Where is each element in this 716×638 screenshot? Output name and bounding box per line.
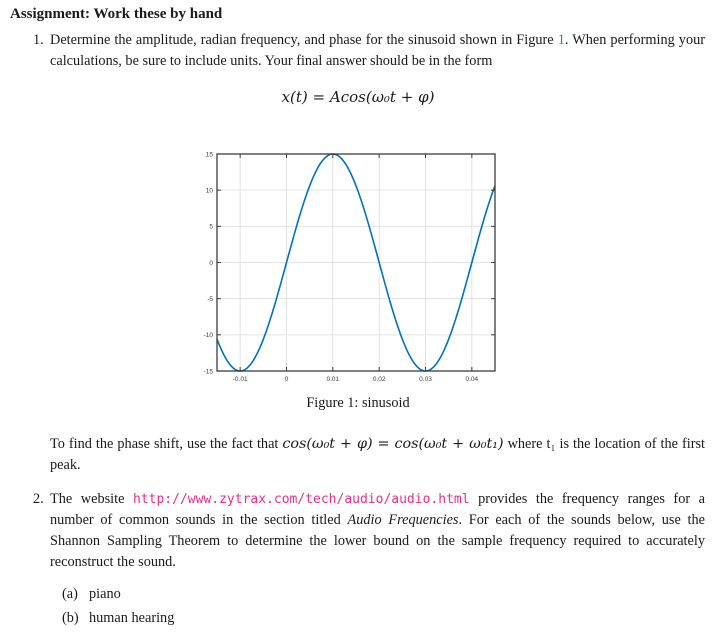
item2-text-after-italic: . For each of the sounds below, use the … [50, 512, 705, 570]
sinusoid-chart: -0.01 0 0.01 0.02 0.03 0.04 -15 -10 -5 0 5 10 15 [204, 151, 496, 383]
item1-text-before-ref: Determine the amplitude, radian frequenc… [50, 32, 558, 48]
svg-text:-15: -15 [204, 368, 214, 375]
svg-text:-10: -10 [204, 332, 214, 339]
item2-text-after-url: provides the frequency ranges for a numb… [50, 491, 705, 528]
svg-text:-0.01: -0.01 [233, 376, 248, 383]
assignment-heading: Assignment: Work these by hand [10, 6, 223, 22]
sublist-item-piano-text: piano [89, 586, 121, 602]
item2-text-before-url: The website [50, 491, 133, 507]
sublist-item-human-hearing: (b) human hearing [62, 608, 174, 629]
equation-display: x(t) = Acos(ω₀t + φ) [281, 88, 435, 106]
svg-text:0: 0 [285, 376, 289, 383]
zytrax-url-link[interactable]: http://www.zytrax.com/tech/audio/audio.h… [133, 492, 470, 507]
list-item-2: 2. The website http://www.zytrax.com/tec… [33, 489, 705, 573]
phase-note-math: cos(ω₀t + φ) = cos(ω₀t + ω₀t₁) [282, 436, 504, 452]
svg-text:5: 5 [209, 224, 213, 231]
svg-text:0.01: 0.01 [327, 376, 340, 383]
svg-text:0.04: 0.04 [466, 376, 479, 383]
sinusoid-figure: -0.01 0 0.01 0.02 0.03 0.04 -15 -10 -5 0 5 10 15 [185, 140, 515, 392]
phase-note-paragraph: To find the phase shift, use the fact th… [50, 434, 705, 476]
list-item-1-text: Determine the amplitude, radian frequenc… [50, 30, 705, 72]
svg-text:15: 15 [206, 151, 214, 158]
figure-caption: Figure 1: sinusoid [306, 395, 410, 411]
audio-frequencies-title: Audio Frequencies [347, 512, 459, 528]
svg-text:0: 0 [209, 260, 213, 267]
svg-text:0.02: 0.02 [373, 376, 386, 383]
sublist-item-human-hearing-label: (b) [62, 610, 79, 626]
list-item-2-number: 2. [33, 491, 44, 507]
sublist-item-piano-label: (a) [62, 586, 78, 602]
svg-text:0.03: 0.03 [419, 376, 432, 383]
list-item-1-number: 1. [33, 32, 44, 48]
phase-note-text-after: where t₁ is the location of the first pe… [50, 436, 705, 473]
item1-text-after-ref: . When performing your calculations, be … [50, 32, 706, 69]
phase-note-text-before: To find the phase shift, use the fact th… [50, 436, 283, 452]
svg-text:10: 10 [206, 187, 214, 194]
svg-text:-5: -5 [207, 296, 213, 303]
sublist-item-piano: (a) piano [62, 584, 121, 605]
list-item-2-text: The website http://www.zytrax.com/tech/a… [50, 489, 705, 573]
list-item-1: 1. Determine the amplitude, radian frequ… [33, 30, 705, 72]
sublist-item-human-hearing-text: human hearing [89, 610, 175, 626]
figure-1-reference-link[interactable]: 1 [557, 32, 565, 48]
